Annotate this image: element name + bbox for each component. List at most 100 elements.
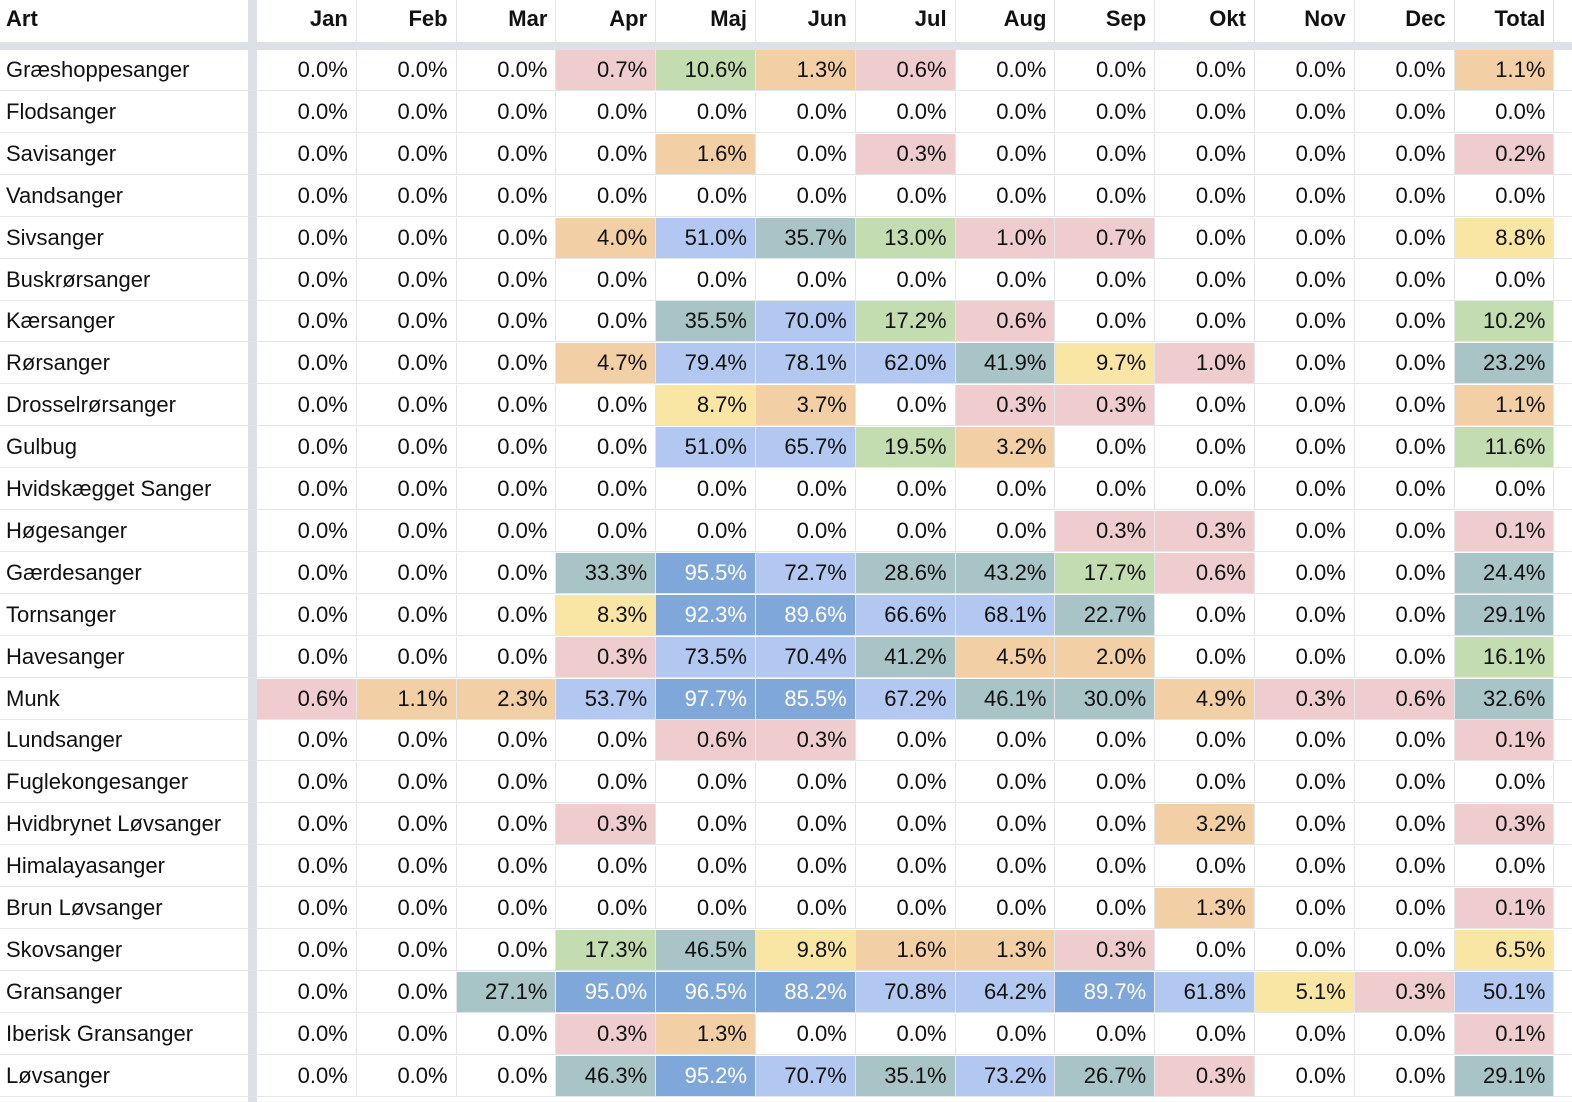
table-cell[interactable]: 70.7%: [756, 1055, 856, 1096]
table-cell[interactable]: 65.7%: [756, 427, 856, 468]
table-cell[interactable]: 0.0%: [756, 469, 856, 509]
table-cell[interactable]: 0.0%: [257, 846, 357, 887]
table-cell[interactable]: 5.1%: [1255, 971, 1355, 1012]
table-cell[interactable]: 0.0%: [955, 133, 1056, 174]
table-cell[interactable]: 0.6%: [1354, 678, 1455, 719]
table-cell[interactable]: 0.0%: [1255, 50, 1355, 90]
table-cell[interactable]: 0.0%: [1155, 1013, 1255, 1054]
table-cell[interactable]: 0.0%: [1055, 259, 1156, 300]
table-cell[interactable]: 0.0%: [1354, 594, 1455, 635]
table-cell[interactable]: 0.0%: [356, 1013, 457, 1054]
table-cell[interactable]: 0.0%: [1255, 1055, 1355, 1096]
table-cell[interactable]: 72.7%: [756, 552, 856, 593]
table-cell[interactable]: 0.0%: [257, 1013, 357, 1054]
table-cell[interactable]: 0.0%: [456, 720, 557, 761]
table-cell[interactable]: 0.0%: [356, 469, 457, 509]
table-cell[interactable]: 0.0%: [257, 385, 357, 426]
table-cell[interactable]: 1.1%: [1454, 50, 1555, 90]
table-cell[interactable]: 0.0%: [1354, 804, 1455, 845]
table-cell[interactable]: 0.3%: [1055, 385, 1156, 426]
table-cell[interactable]: 0.0%: [1155, 175, 1255, 216]
table-cell[interactable]: 0.3%: [756, 720, 856, 761]
table-cell[interactable]: 27.1%: [456, 971, 557, 1012]
table-cell[interactable]: 1.6%: [656, 133, 756, 174]
table-cell[interactable]: 0.0%: [955, 175, 1056, 216]
table-cell[interactable]: 0.0%: [1155, 762, 1255, 803]
table-cell[interactable]: 0.1%: [1454, 720, 1555, 761]
table-cell[interactable]: 0.0%: [556, 175, 657, 216]
table-cell[interactable]: 0.0%: [456, 1013, 557, 1054]
table-cell[interactable]: 0.0%: [1155, 50, 1255, 90]
table-cell[interactable]: 0.0%: [756, 888, 856, 928]
table-cell[interactable]: 6.5%: [1454, 929, 1555, 970]
table-cell[interactable]: 0.0%: [257, 636, 357, 677]
table-cell[interactable]: 0.0%: [556, 133, 657, 174]
table-cell[interactable]: 0.0%: [1354, 301, 1455, 342]
table-cell[interactable]: 0.0%: [1354, 133, 1455, 174]
table-cell[interactable]: 0.0%: [356, 552, 457, 593]
table-cell[interactable]: 0.0%: [456, 91, 557, 132]
table-cell[interactable]: 64.2%: [955, 971, 1056, 1012]
table-cell[interactable]: 0.1%: [1454, 888, 1555, 928]
table-cell[interactable]: 0.0%: [1255, 888, 1355, 928]
table-cell[interactable]: 26.7%: [1055, 1055, 1156, 1096]
table-cell[interactable]: 0.0%: [1155, 427, 1255, 468]
table-cell[interactable]: 0.6%: [1155, 552, 1255, 593]
table-cell[interactable]: 0.0%: [1255, 385, 1355, 426]
table-cell[interactable]: 29.1%: [1454, 594, 1555, 635]
table-cell[interactable]: 0.0%: [1255, 259, 1355, 300]
table-cell[interactable]: 0.0%: [556, 469, 657, 509]
table-cell[interactable]: 0.0%: [955, 510, 1056, 551]
table-cell[interactable]: 0.0%: [257, 594, 357, 635]
table-cell[interactable]: 0.0%: [656, 888, 756, 928]
table-cell[interactable]: 0.0%: [257, 888, 357, 928]
table-cell[interactable]: 0.0%: [756, 510, 856, 551]
table-cell[interactable]: 0.0%: [1055, 301, 1156, 342]
table-cell[interactable]: 8.3%: [556, 594, 657, 635]
table-cell[interactable]: 1.0%: [955, 217, 1056, 258]
table-cell[interactable]: 0.0%: [456, 888, 557, 928]
table-cell[interactable]: 0.0%: [257, 804, 357, 845]
table-cell[interactable]: 0.0%: [656, 469, 756, 509]
table-cell[interactable]: 0.0%: [456, 804, 557, 845]
table-cell[interactable]: 51.0%: [656, 217, 756, 258]
table-cell[interactable]: 9.8%: [756, 929, 856, 970]
table-cell[interactable]: 0.0%: [1354, 469, 1455, 509]
table-cell[interactable]: 0.0%: [257, 720, 357, 761]
table-cell[interactable]: 0.0%: [1354, 217, 1455, 258]
table-cell[interactable]: 28.6%: [855, 552, 956, 593]
table-cell[interactable]: 0.0%: [1255, 343, 1355, 384]
table-cell[interactable]: 0.0%: [356, 888, 457, 928]
table-cell[interactable]: 24.4%: [1454, 552, 1555, 593]
table-cell[interactable]: 0.0%: [1354, 1055, 1455, 1096]
table-cell[interactable]: 0.0%: [1255, 846, 1355, 887]
table-cell[interactable]: 0.0%: [1255, 720, 1355, 761]
table-cell[interactable]: 17.7%: [1055, 552, 1156, 593]
table-cell[interactable]: 0.0%: [556, 427, 657, 468]
table-cell[interactable]: 0.0%: [1055, 1013, 1156, 1054]
table-cell[interactable]: 70.0%: [756, 301, 856, 342]
table-cell[interactable]: 89.7%: [1055, 971, 1156, 1012]
header-jun[interactable]: Jun: [756, 0, 856, 42]
table-cell[interactable]: 0.0%: [257, 301, 357, 342]
table-cell[interactable]: 0.6%: [656, 720, 756, 761]
table-cell[interactable]: 0.0%: [656, 175, 756, 216]
table-cell[interactable]: 68.1%: [955, 594, 1056, 635]
table-cell[interactable]: 0.0%: [955, 720, 1056, 761]
table-cell[interactable]: 0.3%: [1055, 929, 1156, 970]
table-cell[interactable]: 10.6%: [656, 50, 756, 90]
row-label[interactable]: Rørsanger: [6, 350, 110, 376]
table-cell[interactable]: 23.2%: [1454, 343, 1555, 384]
table-cell[interactable]: 0.0%: [1055, 133, 1156, 174]
table-cell[interactable]: 0.0%: [1255, 301, 1355, 342]
header-jan[interactable]: Jan: [257, 0, 357, 42]
table-cell[interactable]: 0.0%: [356, 804, 457, 845]
table-cell[interactable]: 35.1%: [855, 1055, 956, 1096]
table-cell[interactable]: 0.0%: [257, 91, 357, 132]
header-okt[interactable]: Okt: [1155, 0, 1255, 42]
table-cell[interactable]: 92.3%: [656, 594, 756, 635]
table-cell[interactable]: 0.0%: [1454, 91, 1555, 132]
header-apr[interactable]: Apr: [556, 0, 657, 42]
table-cell[interactable]: 0.0%: [356, 510, 457, 551]
table-cell[interactable]: 0.0%: [356, 594, 457, 635]
